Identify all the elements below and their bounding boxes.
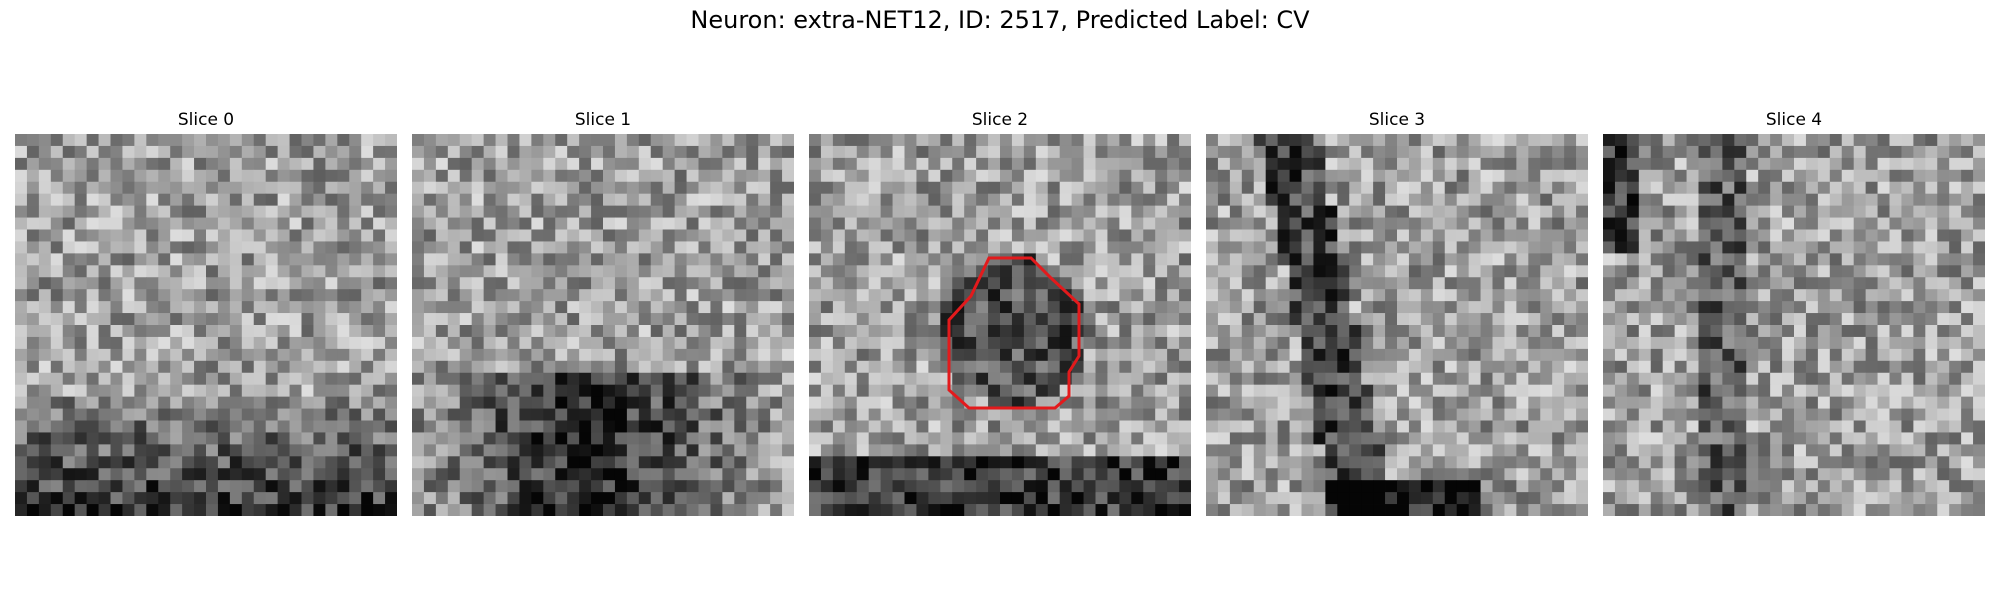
slice-image-3 [1206,134,1588,516]
slice-image-2 [809,134,1191,516]
slice-panel-2: Slice 2 [809,108,1191,516]
slice-title-1: Slice 1 [574,110,632,130]
roi-contour [947,256,1081,410]
slice-panel-0: Slice 0 [15,108,397,516]
figure-title: Neuron: extra-NET12, ID: 2517, Predicted… [690,6,1310,34]
slice-panel-1: Slice 1 [412,108,794,516]
slice-title-3: Slice 3 [1368,110,1426,130]
slice-panel-4: Slice 4 [1603,108,1985,516]
slice-title-4: Slice 4 [1765,110,1823,130]
slice-image-4 [1603,134,1985,516]
slice-panel-3: Slice 3 [1206,108,1588,516]
slice-image-0 [15,134,397,516]
slice-title-0: Slice 0 [177,110,235,130]
slice-image-1 [412,134,794,516]
slice-title-2: Slice 2 [971,110,1029,130]
